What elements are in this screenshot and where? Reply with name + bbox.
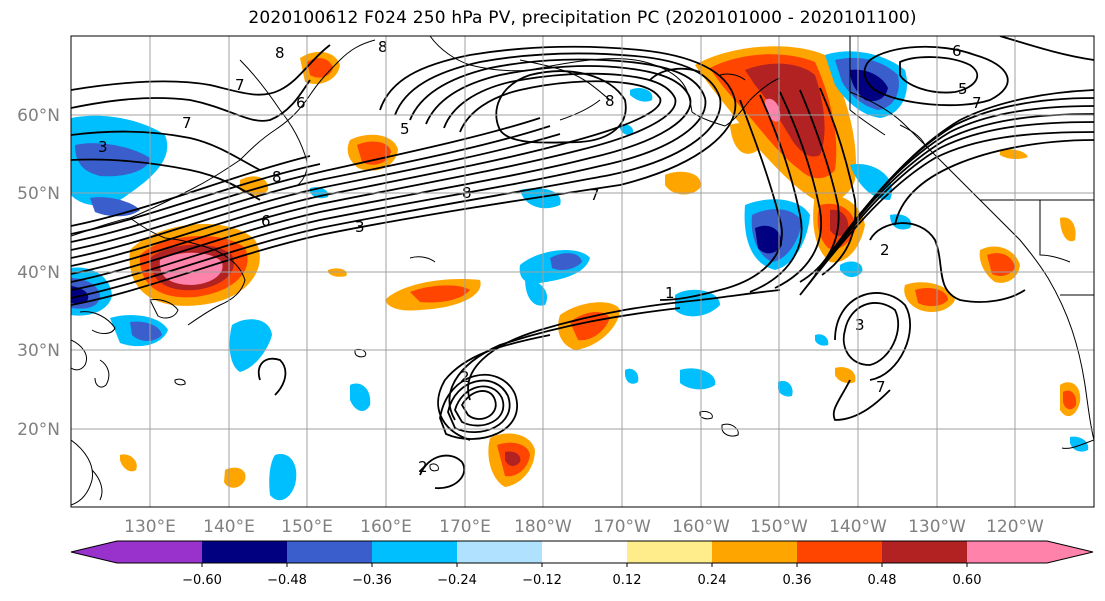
- colorbar-swatch: [797, 541, 882, 563]
- lon-label: 170°E: [439, 517, 491, 537]
- map-title: 2020100612 F024 250 hPa PV, precipitatio…: [248, 8, 917, 28]
- lon-label: 140°E: [203, 517, 255, 537]
- colorbar-tick-label: 0.24: [698, 573, 727, 588]
- lon-label: 120°W: [986, 517, 1044, 537]
- contour-label: 3: [98, 138, 108, 156]
- lon-label: 130°E: [124, 517, 176, 537]
- colorbar-swatch: [202, 541, 287, 563]
- lon-label: 130°W: [908, 517, 966, 537]
- contour-label: 1: [665, 284, 675, 302]
- lon-label: 180°W: [514, 517, 572, 537]
- colorbar-swatch: [457, 541, 542, 563]
- contour-label: 6: [952, 42, 962, 60]
- lat-label: 60°N: [17, 106, 60, 126]
- contour-label: 7: [235, 76, 245, 94]
- contour-label: 6: [296, 94, 306, 112]
- lon-label: 160°W: [672, 517, 730, 537]
- lat-label: 50°N: [17, 184, 60, 204]
- contour-label: 7: [182, 114, 192, 132]
- lon-label: 170°W: [593, 517, 651, 537]
- contour-label: 5: [958, 80, 968, 98]
- colorbar-tick-label: −0.60: [182, 573, 222, 588]
- colorbar-swatch: [287, 541, 372, 563]
- colorbar-outline: [70, 540, 1094, 564]
- lon-label: 140°W: [829, 517, 887, 537]
- contour-label: 5: [400, 120, 410, 138]
- colorbar-swatch: [71, 541, 117, 563]
- colorbar-tick-label: −0.48: [267, 573, 307, 588]
- colorbar-tick-label: −0.36: [352, 573, 392, 588]
- colorbar-swatch: [627, 541, 712, 563]
- lon-label: 150°W: [750, 517, 808, 537]
- contour-label: 7: [972, 94, 982, 112]
- colorbar-tick-label: −0.24: [437, 573, 477, 588]
- contour-label: 2: [880, 241, 890, 259]
- contour-label: 3: [355, 218, 365, 236]
- graticule: [71, 36, 1094, 507]
- contour-label: 7: [590, 186, 600, 204]
- contour-label: 8: [378, 38, 388, 56]
- colorbar-swatch: [967, 541, 1047, 563]
- contour-label: 2: [418, 458, 428, 476]
- latitude-labels: 60°N 50°N 40°N 30°N 20°N: [17, 106, 60, 440]
- contour-label: 8: [272, 168, 282, 186]
- longitude-labels: 130°E 140°E 150°E 160°E 170°E 180°W 170°…: [124, 517, 1044, 537]
- contour-label: 8: [275, 44, 285, 62]
- colorbar-swatch: [1047, 541, 1093, 563]
- colorbar-tick-label: 0.48: [868, 573, 897, 588]
- colorbar-tick-label: −0.12: [522, 573, 562, 588]
- colorbar-tick-label: 0.36: [783, 573, 812, 588]
- colorbar-tick-label: 0.12: [613, 573, 642, 588]
- colorbar-swatch: [712, 541, 797, 563]
- pv-contours: [71, 36, 1094, 489]
- colorbar-swatch: [372, 541, 457, 563]
- colorbar-swatch: [542, 541, 627, 563]
- contour-label: 8: [605, 92, 615, 110]
- map-border: [70, 35, 1095, 508]
- lon-label: 160°E: [360, 517, 412, 537]
- contour-label: 6: [261, 212, 271, 230]
- contour-label: 7: [876, 378, 886, 396]
- colorbar: −0.60 −0.48 −0.36 −0.24 −0.12 0.12 0.24 …: [70, 540, 1094, 588]
- colorbar-tick-label: 0.60: [953, 573, 982, 588]
- colorbar-swatch: [882, 541, 967, 563]
- lat-label: 20°N: [17, 420, 60, 440]
- lon-label: 150°E: [281, 517, 333, 537]
- lat-label: 30°N: [17, 341, 60, 361]
- lat-label: 40°N: [17, 263, 60, 283]
- colorbar-swatch: [117, 541, 202, 563]
- contour-label: 3: [855, 316, 865, 334]
